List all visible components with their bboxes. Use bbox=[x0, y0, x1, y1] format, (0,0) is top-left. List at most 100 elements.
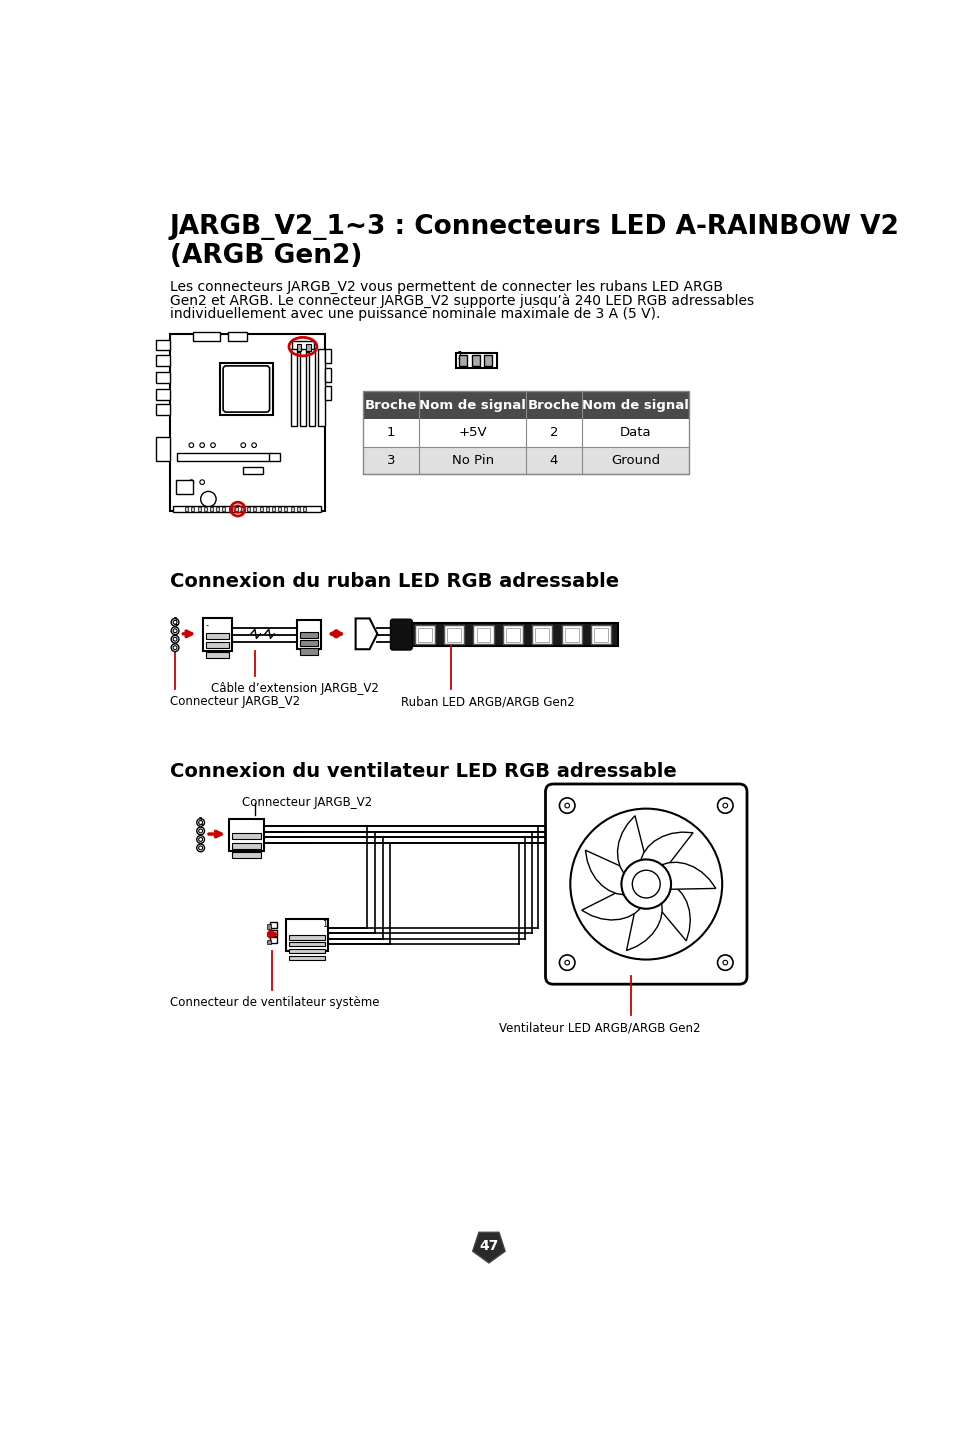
Polygon shape bbox=[617, 816, 645, 874]
Bar bbox=[173, 505, 320, 513]
Circle shape bbox=[252, 442, 256, 447]
Bar bbox=[269, 453, 280, 461]
Circle shape bbox=[717, 798, 732, 813]
Bar bbox=[155, 438, 170, 461]
Circle shape bbox=[722, 961, 727, 965]
Text: 1: 1 bbox=[322, 921, 327, 929]
Bar bbox=[289, 955, 325, 961]
Circle shape bbox=[620, 859, 670, 909]
FancyBboxPatch shape bbox=[390, 619, 412, 650]
Circle shape bbox=[200, 491, 216, 507]
Circle shape bbox=[196, 843, 204, 852]
Polygon shape bbox=[581, 889, 640, 919]
Bar bbox=[253, 507, 256, 511]
Bar bbox=[228, 332, 247, 341]
FancyBboxPatch shape bbox=[223, 367, 270, 412]
Bar bbox=[177, 453, 270, 461]
Bar bbox=[220, 362, 273, 415]
Bar bbox=[185, 507, 188, 511]
Text: 1: 1 bbox=[198, 818, 204, 828]
Bar bbox=[299, 640, 318, 646]
Circle shape bbox=[172, 646, 177, 650]
Circle shape bbox=[172, 620, 177, 624]
Circle shape bbox=[171, 636, 179, 643]
Bar bbox=[324, 349, 331, 362]
Bar bbox=[443, 626, 464, 644]
Bar bbox=[324, 368, 331, 382]
Text: +: + bbox=[233, 851, 239, 859]
Text: Connecteur de ventilateur système: Connecteur de ventilateur système bbox=[170, 995, 378, 1008]
Text: +: + bbox=[206, 650, 213, 659]
Bar bbox=[229, 507, 232, 511]
Bar bbox=[284, 507, 287, 511]
Bar bbox=[267, 939, 271, 944]
Bar bbox=[267, 924, 271, 929]
Bar bbox=[415, 626, 435, 644]
Text: (ARGB Gen2): (ARGB Gen2) bbox=[170, 242, 361, 269]
Bar bbox=[222, 507, 225, 511]
Text: Nom de signal: Nom de signal bbox=[581, 398, 688, 411]
Text: 1: 1 bbox=[172, 617, 178, 627]
Circle shape bbox=[196, 836, 204, 843]
Bar bbox=[266, 507, 269, 511]
Bar bbox=[303, 507, 306, 511]
Bar bbox=[561, 626, 581, 644]
Text: Connecteur JARGB_V2: Connecteur JARGB_V2 bbox=[170, 696, 299, 709]
Bar bbox=[233, 852, 261, 858]
Bar bbox=[247, 507, 250, 511]
Bar bbox=[591, 626, 611, 644]
Bar bbox=[270, 922, 276, 928]
Text: Nom de signal: Nom de signal bbox=[418, 398, 525, 411]
Circle shape bbox=[198, 846, 202, 849]
Bar bbox=[447, 627, 460, 642]
Bar bbox=[291, 507, 294, 511]
Bar bbox=[363, 391, 688, 474]
Circle shape bbox=[632, 871, 659, 898]
Circle shape bbox=[570, 809, 721, 959]
Bar bbox=[292, 341, 314, 352]
Bar bbox=[229, 819, 264, 851]
Bar bbox=[155, 339, 170, 351]
Bar bbox=[296, 344, 301, 351]
Circle shape bbox=[199, 442, 204, 447]
Text: Ground: Ground bbox=[610, 454, 659, 467]
Bar bbox=[318, 349, 324, 425]
Polygon shape bbox=[640, 832, 692, 868]
Bar bbox=[408, 623, 617, 646]
Bar bbox=[206, 652, 229, 657]
Text: 1: 1 bbox=[387, 427, 395, 440]
Bar bbox=[175, 480, 193, 494]
Bar bbox=[286, 919, 328, 951]
Bar bbox=[270, 937, 276, 944]
Circle shape bbox=[241, 442, 245, 447]
Circle shape bbox=[196, 828, 204, 835]
Polygon shape bbox=[355, 619, 377, 649]
Circle shape bbox=[198, 829, 202, 833]
Text: individuellement avec une puissance nominale maximale de 3 A (5 V).: individuellement avec une puissance nomi… bbox=[170, 308, 659, 321]
Text: Connexion du ruban LED RGB adressable: Connexion du ruban LED RGB adressable bbox=[170, 573, 618, 591]
Bar bbox=[272, 507, 274, 511]
Bar bbox=[278, 507, 281, 511]
Bar bbox=[241, 507, 244, 511]
Bar bbox=[299, 649, 318, 654]
Bar bbox=[502, 626, 522, 644]
Bar bbox=[363, 391, 688, 420]
Text: -: - bbox=[206, 621, 209, 630]
Text: 47: 47 bbox=[478, 1239, 498, 1253]
Text: Broche: Broche bbox=[527, 398, 579, 411]
Bar bbox=[206, 633, 229, 639]
Circle shape bbox=[722, 803, 727, 808]
Text: +5V: +5V bbox=[457, 427, 486, 440]
Text: 2: 2 bbox=[549, 427, 558, 440]
Bar bbox=[155, 390, 170, 400]
Text: Broche: Broche bbox=[365, 398, 417, 411]
Bar bbox=[193, 332, 220, 341]
Bar bbox=[535, 627, 549, 642]
Bar bbox=[210, 507, 213, 511]
Bar bbox=[472, 355, 479, 367]
FancyBboxPatch shape bbox=[545, 783, 746, 984]
Bar bbox=[233, 842, 261, 849]
Bar bbox=[306, 344, 311, 351]
Polygon shape bbox=[657, 884, 690, 941]
Bar bbox=[564, 627, 578, 642]
